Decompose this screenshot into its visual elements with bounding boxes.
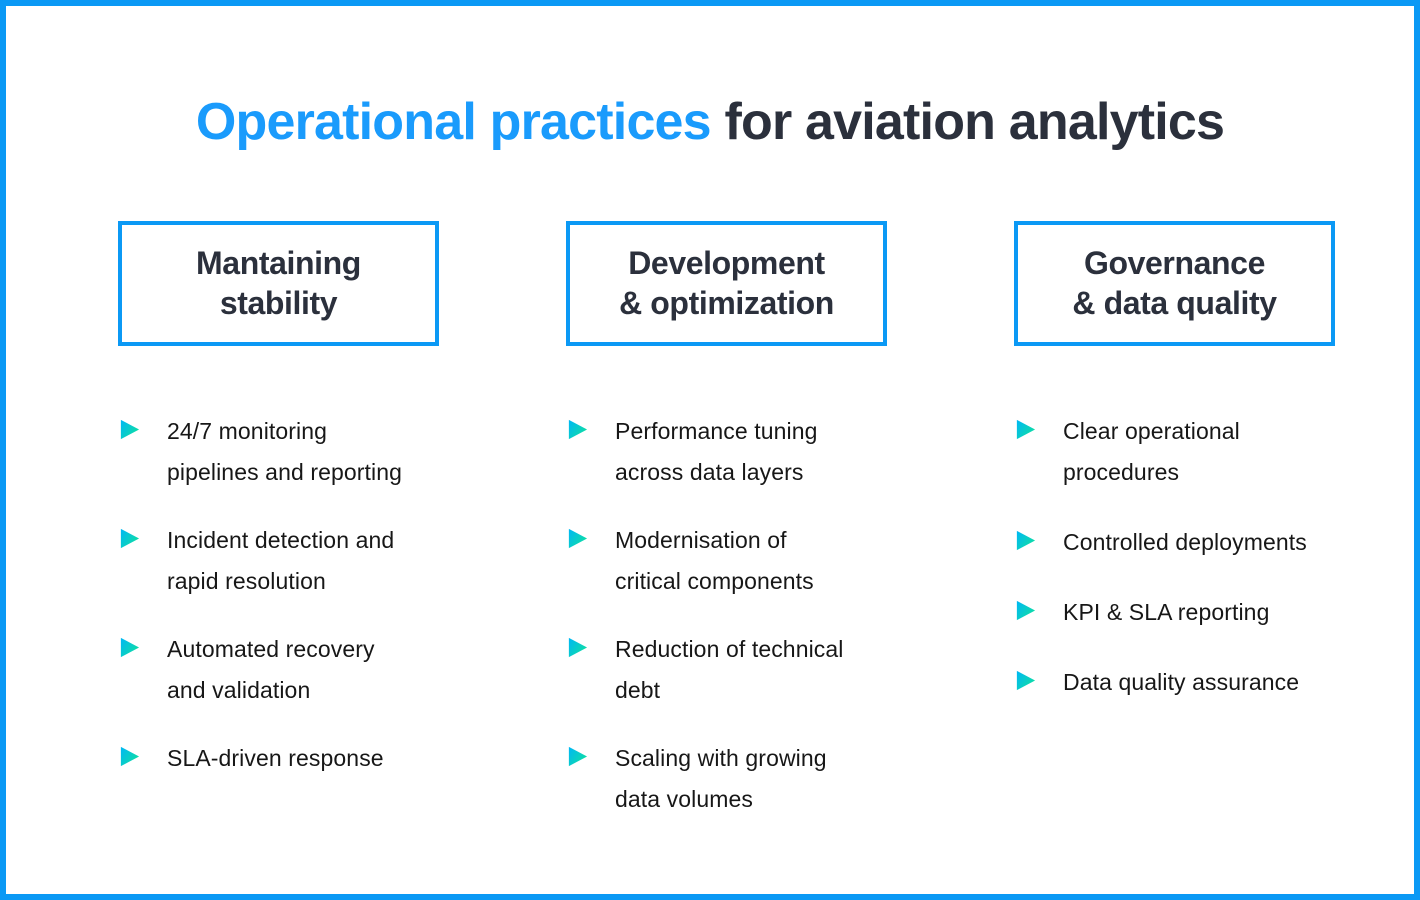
- list-item-label: Incident detection and rapid resolution: [167, 526, 395, 594]
- triangle-right-icon: [566, 520, 615, 550]
- list-item: Incident detection and rapid resolution: [118, 520, 439, 602]
- list-item-label: Data quality assurance: [1063, 668, 1300, 695]
- bullet-list-1: 24/7 monitoring pipelines and reporting …: [118, 411, 439, 779]
- triangle-right-icon: [566, 411, 615, 441]
- triangle-right-icon: [118, 629, 167, 659]
- list-item: KPI & SLA reporting: [1014, 592, 1335, 633]
- triangle-right-icon: [118, 738, 167, 768]
- triangle-right-icon: [1014, 592, 1063, 622]
- column-header-box-3: Governance & data quality: [1014, 221, 1335, 346]
- triangle-right-icon: [566, 629, 615, 659]
- page-title-plain: for aviation analytics: [710, 93, 1225, 151]
- bullet-list-3: Clear operational procedures Controlled …: [1014, 411, 1335, 703]
- triangle-right-icon: [1014, 662, 1063, 692]
- column-development-optimization: Development & optimization Performance t…: [566, 221, 887, 836]
- page-title-accent: Operational practices: [195, 93, 712, 151]
- list-item-label: Automated recovery and validation: [167, 635, 375, 703]
- column-heading-2: Development & optimization: [619, 245, 834, 321]
- list-item-label: Controlled deployments: [1063, 528, 1307, 555]
- column-governance-data-quality: Governance & data quality Clear operatio…: [1014, 221, 1335, 836]
- list-item: SLA-driven response: [118, 738, 439, 779]
- list-item-label: SLA-driven response: [167, 744, 384, 771]
- bullet-list-2: Performance tuning across data layers Mo…: [566, 411, 887, 820]
- triangle-right-icon: [118, 411, 167, 441]
- column-heading-3: Governance & data quality: [1072, 245, 1277, 321]
- column-header-box-1: Mantaining stability: [118, 221, 439, 346]
- triangle-right-icon: [118, 520, 167, 550]
- list-item: Data quality assurance: [1014, 662, 1335, 703]
- page-title: Operational practices for aviation analy…: [6, 93, 1414, 151]
- list-item: Automated recovery and validation: [118, 629, 439, 711]
- column-heading-1: Mantaining stability: [196, 245, 361, 321]
- list-item-label: 24/7 monitoring pipelines and reporting: [167, 418, 403, 485]
- list-item: 24/7 monitoring pipelines and reporting: [118, 411, 439, 493]
- triangle-right-icon: [566, 738, 615, 768]
- triangle-right-icon: [1014, 411, 1063, 441]
- practice-columns: Mantaining stability 24/7 monitoring pip…: [118, 221, 1335, 836]
- list-item-label: Scaling with growing data volumes: [615, 744, 827, 812]
- list-item-label: KPI & SLA reporting: [1063, 598, 1270, 625]
- list-item: Controlled deployments: [1014, 522, 1335, 563]
- list-item-label: Clear operational procedures: [1063, 418, 1240, 485]
- list-item: Modernisation of critical components: [566, 520, 887, 602]
- triangle-right-icon: [1014, 522, 1063, 552]
- list-item-label: Reduction of technical debt: [615, 635, 844, 703]
- list-item: Performance tuning across data layers: [566, 411, 887, 493]
- list-item: Reduction of technical debt: [566, 629, 887, 711]
- list-item-label: Performance tuning across data layers: [615, 418, 818, 485]
- list-item-label: Modernisation of critical components: [615, 526, 814, 594]
- list-item: Scaling with growing data volumes: [566, 738, 887, 820]
- column-maintaining-stability: Mantaining stability 24/7 monitoring pip…: [118, 221, 439, 836]
- column-header-box-2: Development & optimization: [566, 221, 887, 346]
- list-item: Clear operational procedures: [1014, 411, 1335, 493]
